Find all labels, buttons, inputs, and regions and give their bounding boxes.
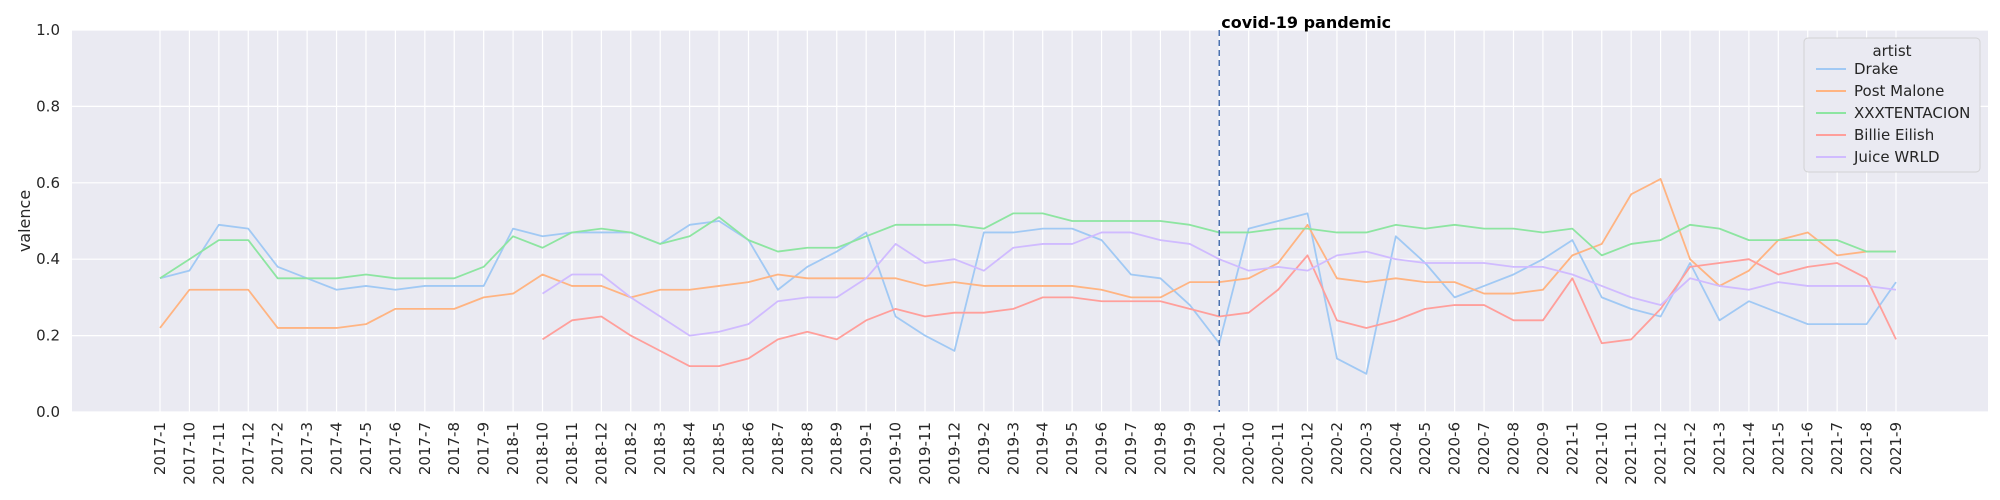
x-tick-label: 2019-10 xyxy=(887,422,905,485)
x-tick-label: 2019-7 xyxy=(1122,422,1140,475)
y-tick-label: 0.0 xyxy=(36,403,60,421)
x-tick-label: 2020-12 xyxy=(1299,422,1317,485)
x-tick-label: 2017-4 xyxy=(328,422,346,475)
x-tick-label: 2019-2 xyxy=(975,422,993,475)
legend: artist Drake Post Malone XXXTENTACION Billi… xyxy=(1804,38,1980,172)
x-tick-label: 2021-6 xyxy=(1799,422,1817,475)
x-tick-label: 2020-1 xyxy=(1210,422,1228,475)
y-tick-label: 0.4 xyxy=(36,250,60,268)
x-tick-label: 2020-7 xyxy=(1475,422,1493,475)
x-tick-label: 2017-6 xyxy=(386,422,404,475)
x-tick-label: 2021-1 xyxy=(1563,422,1581,475)
x-tick-label: 2018-5 xyxy=(710,422,728,475)
y-tick-label: 1.0 xyxy=(36,21,60,39)
covid-annotation-label: covid-19 pandemic xyxy=(1221,13,1391,32)
x-tick-label: 2017-11 xyxy=(210,422,228,485)
x-tick-label: 2021-5 xyxy=(1769,422,1787,475)
x-tick-label: 2021-3 xyxy=(1710,422,1728,475)
x-tick-label: 2018-6 xyxy=(739,422,757,475)
x-tick-label: 2017-5 xyxy=(357,422,375,475)
x-tick-label: 2017-2 xyxy=(269,422,287,475)
x-tick-label: 2019-6 xyxy=(1093,422,1111,475)
y-axis-label: valence xyxy=(15,190,34,252)
legend-label: XXXTENTACION xyxy=(1854,104,1970,122)
x-tick-label: 2017-3 xyxy=(298,422,316,475)
x-tick-label: 2020-5 xyxy=(1416,422,1434,475)
x-tick-label: 2019-9 xyxy=(1181,422,1199,475)
x-tick-label: 2021-7 xyxy=(1828,422,1846,475)
x-tick-label: 2019-5 xyxy=(1063,422,1081,475)
x-tick-label: 2018-2 xyxy=(622,422,640,475)
legend-label: Drake xyxy=(1854,60,1898,78)
x-tick-label: 2017-10 xyxy=(180,422,198,485)
x-tick-label: 2019-1 xyxy=(857,422,875,475)
x-tick-label: 2020-10 xyxy=(1240,422,1258,485)
x-tick-label: 2020-6 xyxy=(1446,422,1464,475)
x-tick-label: 2019-12 xyxy=(945,422,963,485)
x-tick-label: 2020-2 xyxy=(1328,422,1346,475)
x-tick-label: 2020-8 xyxy=(1504,422,1522,475)
x-tick-label: 2020-9 xyxy=(1534,422,1552,475)
x-tick-label: 2017-9 xyxy=(475,422,493,475)
x-tick-label: 2017-1 xyxy=(151,422,169,475)
x-tick-label: 2019-8 xyxy=(1151,422,1169,475)
x-tick-label: 2021-11 xyxy=(1622,422,1640,485)
x-tick-label: 2021-10 xyxy=(1593,422,1611,485)
x-tick-label: 2018-11 xyxy=(563,422,581,485)
legend-title: artist xyxy=(1872,42,1911,60)
x-tick-label: 2018-3 xyxy=(651,422,669,475)
x-tick-label: 2019-11 xyxy=(916,422,934,485)
x-tick-label: 2020-3 xyxy=(1357,422,1375,475)
plot-background xyxy=(72,30,1988,412)
x-tick-label: 2018-1 xyxy=(504,422,522,475)
x-tick-label: 2021-9 xyxy=(1887,422,1905,475)
x-tick-label: 2021-2 xyxy=(1681,422,1699,475)
x-tick-label: 2018-10 xyxy=(534,422,552,485)
x-tick-label: 2018-7 xyxy=(769,422,787,475)
legend-label: Billie Eilish xyxy=(1854,126,1934,144)
y-tick-label: 0.2 xyxy=(36,327,60,345)
x-tick-label: 2019-4 xyxy=(1034,422,1052,475)
legend-label: Juice WRLD xyxy=(1853,148,1940,166)
x-tick-label: 2021-12 xyxy=(1652,422,1670,485)
x-tick-label: 2019-3 xyxy=(1004,422,1022,475)
y-tick-label: 0.8 xyxy=(36,97,60,115)
x-tick-labels: 2017-1 2017-10 2017-11 2017-12 2017-2 2017-3 2… xyxy=(151,422,1905,485)
x-tick-label: 2021-4 xyxy=(1740,422,1758,475)
legend-label: Post Malone xyxy=(1854,82,1944,100)
x-tick-label: 2018-12 xyxy=(592,422,610,485)
x-tick-label: 2020-4 xyxy=(1387,422,1405,475)
x-tick-label: 2017-8 xyxy=(445,422,463,475)
x-tick-label: 2018-4 xyxy=(681,422,699,475)
x-tick-label: 2017-12 xyxy=(239,422,257,485)
y-tick-label: 0.6 xyxy=(36,174,60,192)
x-tick-label: 2020-11 xyxy=(1269,422,1287,485)
x-tick-label: 2018-8 xyxy=(798,422,816,475)
x-tick-label: 2017-7 xyxy=(416,422,434,475)
y-tick-labels: 0.0 0.2 0.4 0.6 0.8 1.0 xyxy=(36,21,60,421)
x-tick-label: 2018-9 xyxy=(828,422,846,475)
x-tick-label: 2021-8 xyxy=(1858,422,1876,475)
